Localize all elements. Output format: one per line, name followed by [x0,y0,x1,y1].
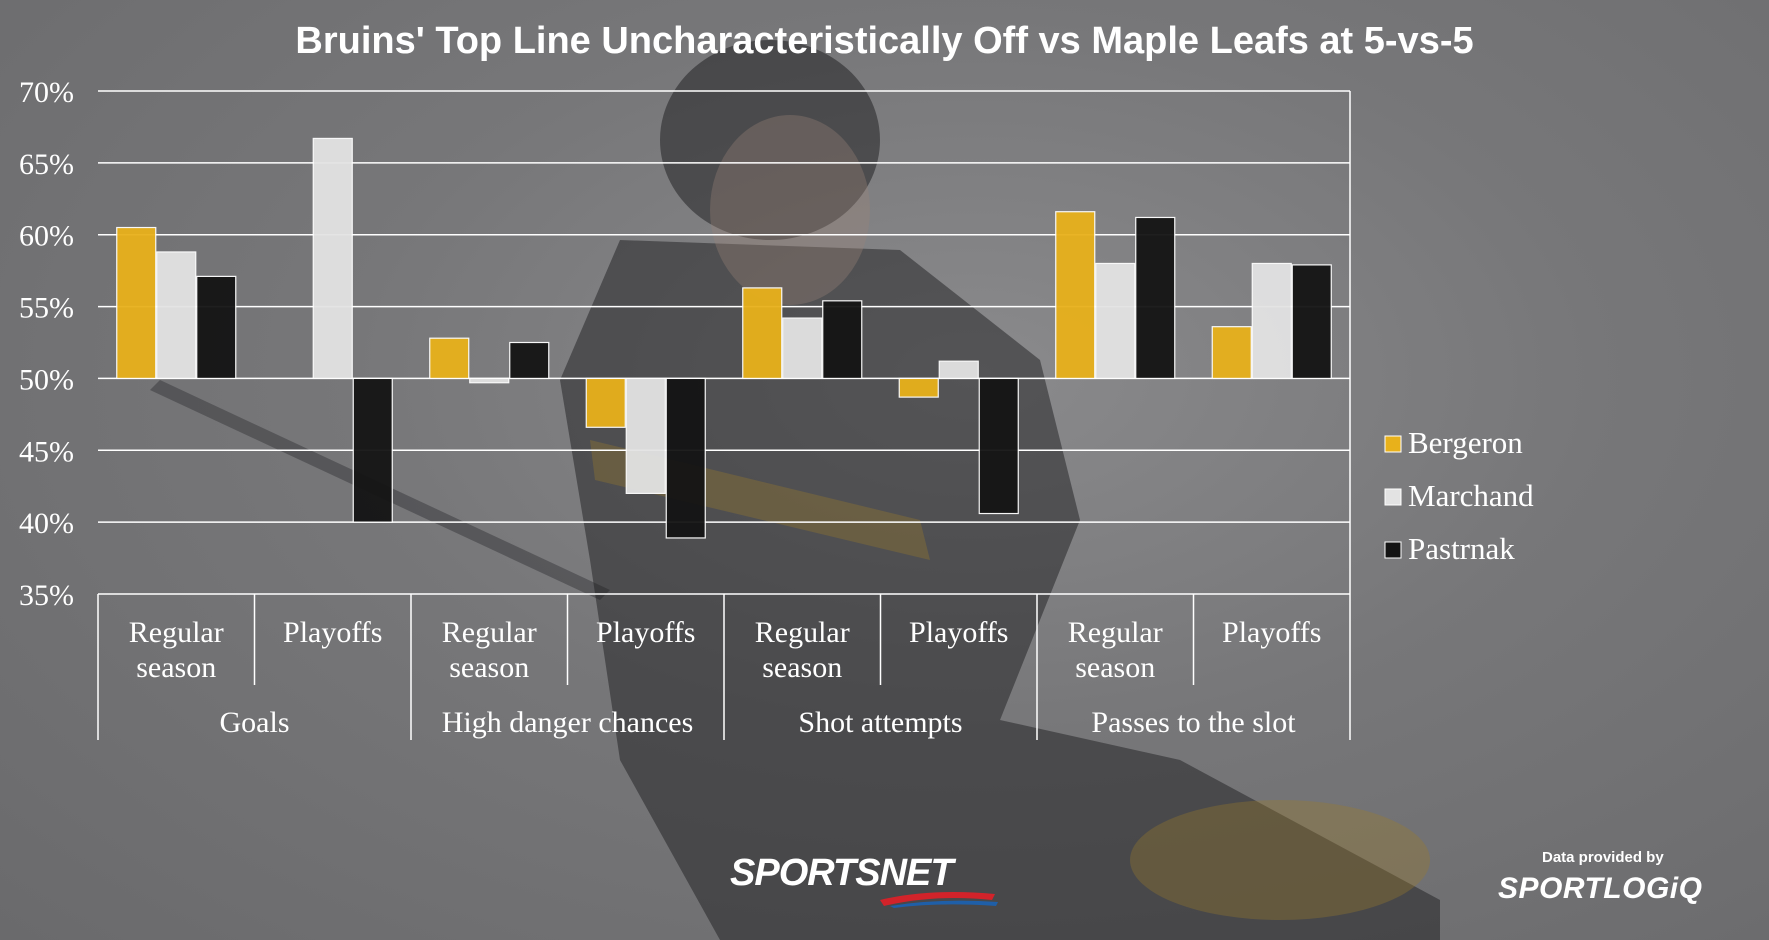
category-label: Playoffs [596,616,695,649]
bar-bergeron-7 [1055,211,1096,380]
category-label: season [762,651,842,684]
sportsnet-logo: SPORTSNET [730,852,954,894]
category-label: Playoffs [283,616,382,649]
category-label: Regular [442,616,537,649]
y-axis-ticks: 70% 65% 60% 55% 50% 45% 40% 35% [19,76,74,612]
legend-swatch-bergeron [1384,435,1402,453]
bar-marchand-7 [1095,262,1136,380]
category-label: Playoffs [909,616,1008,649]
legend-swatch-marchand [1384,488,1402,506]
group-label-passes-to-the-slot: Passes to the slot [1091,706,1296,739]
y-tick-label: 35% [19,579,74,612]
bar-pastrnak-3 [509,341,550,380]
bar-bergeron-6 [898,377,939,398]
bar-bergeron-4 [585,377,626,428]
group-label-high-danger-chances: High danger chances [442,706,694,739]
y-tick-label: 70% [19,76,74,109]
photo-helmet [660,40,880,240]
bar-bergeron-1 [116,226,157,380]
category-label: Regular [1068,616,1163,649]
legend-label-marchand: Marchand [1408,478,1534,513]
category-label: Playoffs [1222,616,1321,649]
bar-marchand-3 [469,377,510,384]
sportlogiq-logo: SPORTLOGiQ [1498,872,1703,905]
bar-bergeron-3 [429,337,470,380]
category-label: Regular [129,616,224,649]
bar-pastrnak-5 [822,300,863,380]
legend-label-pastrnak: Pastrnak [1408,531,1515,566]
group-label-goals: Goals [220,706,290,739]
bar-pastrnak-6 [978,377,1019,515]
photo-jersey [560,240,1440,940]
y-tick-label: 45% [19,435,74,468]
bar-pastrnak-4 [665,377,706,539]
bar-marchand-5 [782,317,823,380]
category-label: season [1075,651,1155,684]
x-axis: RegularseasonPlayoffsGoalsRegularseasonP… [97,594,1351,740]
bar-bergeron-8 [1211,326,1252,380]
y-tick-label: 50% [19,363,74,396]
bar-bergeron-5 [742,287,783,380]
legend-label-bergeron: Bergeron [1408,425,1523,460]
bar-pastrnak-1 [196,275,237,380]
bar-pastrnak-2 [352,377,393,523]
bar-marchand-4 [625,377,666,494]
bar-pastrnak-8 [1291,264,1332,380]
category-label: season [136,651,216,684]
y-tick-label: 40% [19,507,74,540]
y-tick-label: 55% [19,292,74,325]
bar-marchand-2 [312,137,353,380]
sportsnet-swoosh-icon [880,892,998,908]
category-label: season [449,651,529,684]
y-tick-label: 60% [19,220,74,253]
bars [116,137,1332,539]
legend: Bergeron Marchand Pastrnak [1384,425,1534,566]
chart-title: Bruins' Top Line Uncharacteristically Of… [295,20,1474,62]
legend-swatch-pastrnak [1384,541,1402,559]
y-tick-label: 65% [19,148,74,181]
photo-glove [1130,800,1430,920]
bar-marchand-8 [1251,262,1292,380]
bar-pastrnak-7 [1135,216,1176,380]
data-provided-by-label: Data provided by [1542,849,1664,866]
bar-marchand-6 [938,360,979,380]
bar-marchand-1 [156,251,197,380]
category-label: Regular [755,616,850,649]
group-label-shot-attempts: Shot attempts [798,706,962,739]
